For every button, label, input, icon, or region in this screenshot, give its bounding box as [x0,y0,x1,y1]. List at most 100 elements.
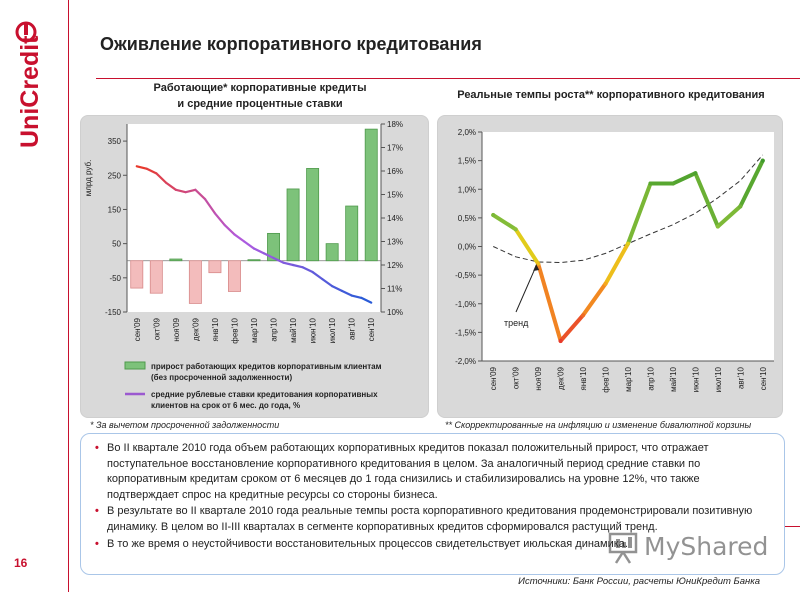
rate-line-segment-4 [174,188,187,194]
y-tick-label: 0,0% [458,243,476,252]
commentary-item: В то же время о неустойчивости восстанов… [95,537,770,553]
x-tick-label: ноя'09 [534,366,543,390]
growth-line-segment-0 [491,213,518,232]
y2-tick-label: 15% [387,191,403,200]
trend-arrow [515,265,537,313]
y2-tick-label: 10% [387,308,403,317]
legend-line-label: средние рублевые ставки кредитования кор… [151,390,378,399]
y2-tick-label: 11% [387,285,402,294]
growth-line-segment-4 [581,281,608,318]
commentary-item: В результате во II квартале 2010 года ре… [95,504,770,535]
x-tick-label: мар'10 [250,317,259,342]
growth-point-11 [738,204,743,209]
bar-9 [306,168,320,262]
commentary-list: Во II квартале 2010 года объем работающи… [95,441,770,552]
growth-point-6 [626,241,630,246]
y2-tick-label: 12% [387,261,403,270]
growth-point-5 [603,281,608,286]
y2-tick-label: 17% [387,144,403,153]
y-axis-label: млрд руб. [84,160,93,197]
growth-point-8 [670,181,675,186]
y-tick-label: 350 [108,137,122,146]
x-tick-label: июл'10 [714,366,723,392]
y-tick-label: 1,0% [458,185,476,194]
sidebar: UniCredit 16 [0,0,68,592]
growth-point-1 [513,227,518,232]
x-tick-label: май'10 [289,317,298,342]
right-chart-title: Реальные темпы роста** корпоративного кр… [457,89,765,101]
bar-11 [345,205,359,262]
page-number: 16 [14,556,28,570]
rate-line-segment-10 [233,233,246,243]
y-tick-label: 0,5% [458,214,476,223]
x-tick-label: окт'09 [512,366,521,389]
growth-point-4 [581,313,586,318]
y-tick-label: -1,5% [455,328,476,337]
rate-line-segment-12 [252,247,265,255]
y-tick-label: -50 [109,274,121,283]
x-tick-label: ноя'09 [172,317,181,341]
commentary-box: Во II квартале 2010 года объем работающи… [80,433,785,575]
rate-line-segment-22 [350,294,363,299]
presentation-icon [608,532,638,564]
y-tick-label: -150 [105,308,122,317]
rate-line-segment-21 [340,289,353,297]
rate-line-segment-17 [301,266,314,274]
y-tick-label: 150 [108,205,122,214]
left-chart: 350 250 150 50 -50 -150 18% 17% 16% 15% 14% 13% 12% 1… [84,120,403,410]
x-tick-label: янв'10 [579,366,588,390]
commentary-item: Во II квартале 2010 года объем работающи… [95,441,770,503]
y-tick-label: 1,5% [458,157,476,166]
legend-bar-label-2: (без просроченной задолженности) [151,373,292,382]
growth-point-0 [491,213,496,218]
rate-line-segment-8 [213,212,226,227]
growth-point-12 [760,158,765,163]
growth-line-segment-1 [513,227,541,266]
rate-line-segment-13 [262,252,275,260]
x-tick-label: окт'09 [152,317,161,340]
sources-note: Источники: Банк России, расчеты ЮниКреди… [518,576,760,587]
growth-line-segment-11 [738,158,765,209]
y-tick-label: -2,0% [455,357,476,366]
rate-line-segment-5 [184,188,197,194]
left-chart-panel: 350 250 150 50 -50 -150 18% 17% 16% 15% 14% 13% 12% 1… [80,115,429,418]
x-tick-label: сен'09 [489,366,498,390]
rate-line-segment-20 [331,285,344,292]
page-title: Оживление корпоративного кредитования [100,34,482,54]
growth-point-2 [536,261,541,266]
right-chart: 2,0% 1,5% 1,0% 0,5% 0,0% -0,5% -1,0% -1,5% -2,0%… [455,128,774,393]
x-tick-label: апр'10 [270,317,279,341]
rate-line-segment-16 [291,263,304,269]
x-tick-label: дек'09 [191,317,200,341]
bar-7 [267,232,280,262]
bar-8 [286,188,300,262]
trend-annotation: тренд [504,318,529,328]
y2-tick-label: 16% [387,167,403,176]
x-tick-label: июн'10 [309,317,318,343]
growth-line-segment-3 [558,313,586,343]
y-tick-label: -1,0% [455,300,476,309]
bar-0 [130,260,144,289]
legend-bar-label: прирост работающих кредитов корпоративны… [151,362,382,371]
rate-line-segment-11 [243,240,256,250]
bar-5 [228,260,241,292]
bar-6 [247,259,261,262]
growth-line-segment-5 [603,241,630,286]
growth-line-segment-2 [536,261,563,343]
legend-line-label-2: клиентов на срок от 6 мес. до года, % [151,401,300,410]
x-tick-label: фев'10 [602,366,611,392]
x-tick-label: сен'09 [133,317,142,341]
bar-4 [208,260,222,274]
sidebar-divider [68,0,69,592]
growth-point-7 [648,181,653,186]
plot-area [127,124,381,312]
bar-1 [149,260,163,294]
right-chart-footnote: ** Скорректированные на инфляцию и измен… [445,420,752,430]
growth-point-9 [693,171,698,176]
unicredit-logo: UniCredit [15,21,44,148]
y2-tick-label: 14% [387,214,403,223]
y2-tick-label: 13% [387,238,403,247]
x-tick-label: дек'09 [557,366,566,390]
rate-line-segment-23 [360,296,373,304]
rate-line-segment-2 [155,172,168,184]
